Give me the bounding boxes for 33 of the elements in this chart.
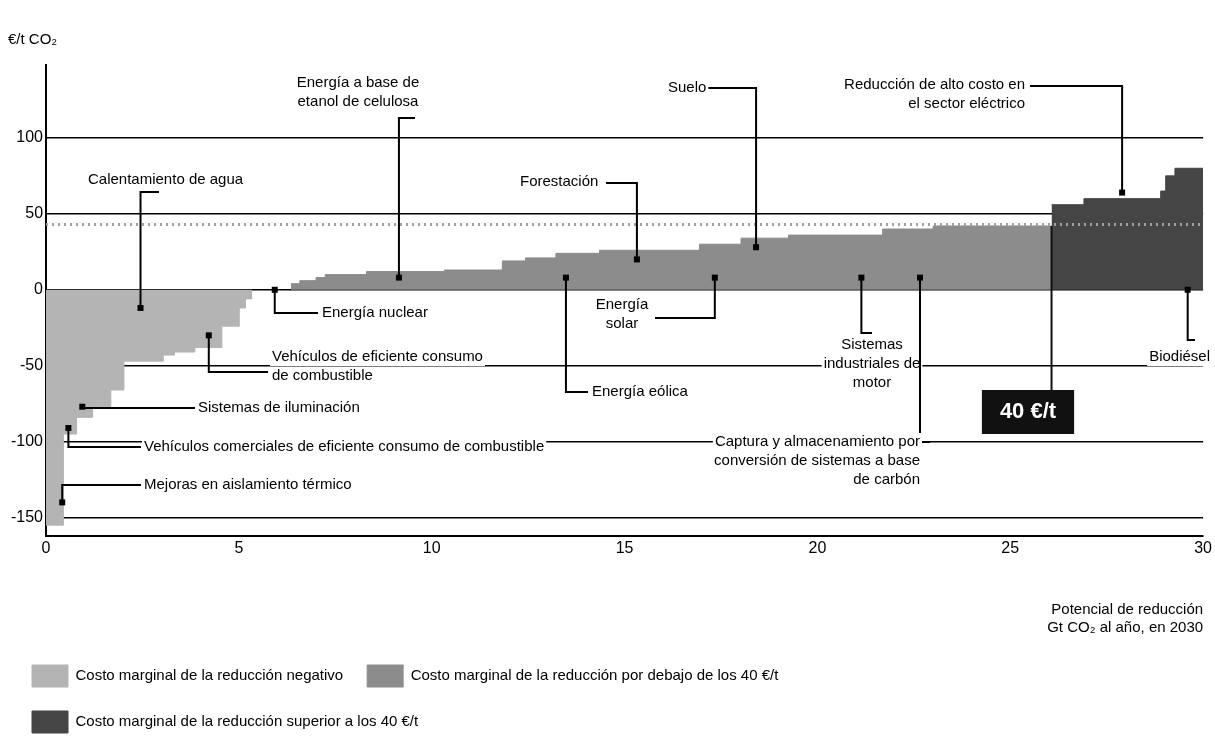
x-tick-label: 30	[1194, 538, 1213, 556]
annotation: Sistemas de iluminación	[198, 398, 360, 416]
x-tick-label: 5	[234, 538, 244, 556]
annotation: Captura y almacenamiento por conversión de sistemas a base de carbón	[714, 432, 920, 488]
y-tick-label: -150	[10, 507, 44, 525]
annotation: Mejoras en aislamiento térmico	[144, 475, 352, 493]
x-tick-label: 10	[422, 538, 441, 556]
y-tick-label: -100	[10, 432, 44, 450]
y-axis-title: €/t CO₂	[8, 30, 58, 48]
annotation: Reducción de alto costo en el sector eléctrico	[844, 75, 1025, 112]
annotation: Vehículos de eficiente consumo de combustible	[272, 347, 483, 384]
annotation: Energía eólica	[592, 382, 689, 400]
annotation: Energía solar	[595, 295, 649, 332]
annotation: Forestación	[520, 172, 599, 190]
y-tick-label: 100	[16, 128, 44, 146]
annotation: Energía a base de etanol de celulosa	[296, 73, 420, 110]
annotation: Calentamiento de agua	[88, 170, 244, 188]
legend-label: Costo marginal de la reducción por debajo de los 40 €/t	[410, 666, 780, 684]
annotation: 40 €/t	[999, 398, 1057, 424]
x-tick-label: 15	[615, 538, 634, 556]
annotation: Suelo	[668, 78, 707, 96]
annotation: Energía nuclear	[322, 303, 428, 321]
legend-label: Costo marginal de la reducción negativo	[75, 666, 344, 684]
x-axis-title: Potencial de reducción Gt CO₂ al año, en 2030	[1047, 600, 1204, 636]
annotation: Biodiésel	[1149, 347, 1210, 365]
y-tick-label: 50	[25, 204, 44, 222]
x-tick-label: 20	[808, 538, 827, 556]
annotation: Vehículos comerciales de eficiente consumo de combustible	[144, 437, 545, 455]
y-tick-label: -50	[19, 356, 44, 374]
annotation: Sistemas industriales de motor	[823, 335, 921, 391]
x-tick-label: 25	[1001, 538, 1020, 556]
y-tick-label: 0	[34, 280, 44, 298]
legend-label: Costo marginal de la reducción superior a los 40 €/t	[75, 712, 420, 730]
